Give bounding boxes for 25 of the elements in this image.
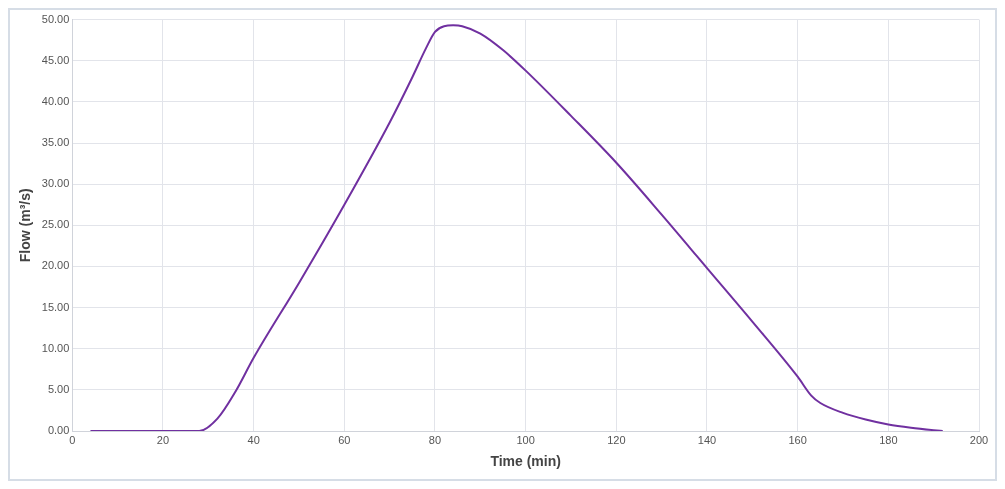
y-tick-label: 20.00: [41, 259, 70, 272]
x-tick-label: 100: [516, 433, 535, 446]
y-tick-label: 50.00: [41, 12, 70, 25]
x-tick-label: 120: [607, 433, 626, 446]
x-tick-label: 40: [247, 433, 260, 446]
x-tick-label: 160: [788, 433, 807, 446]
x-tick-label: 0: [69, 433, 76, 446]
x-axis-title: Time (min): [490, 453, 561, 470]
line-series: [89, 24, 944, 431]
y-tick-label: 45.00: [41, 53, 70, 66]
x-tick-label: 200: [969, 433, 989, 446]
y-tick-label: 15.00: [41, 300, 70, 313]
x-tick-label: 20: [156, 433, 170, 446]
x-tick-label: 60: [338, 433, 351, 446]
y-axis-title: Flow (m³/s): [17, 188, 34, 263]
y-tick-label: 25.00: [41, 218, 70, 231]
y-tick-label: 0.00: [47, 424, 70, 437]
y-tick-label: 30.00: [41, 177, 70, 190]
x-tick-label: 180: [879, 433, 898, 446]
x-tick-label: 140: [697, 433, 717, 446]
x-tick-label: 80: [428, 433, 442, 446]
y-tick-label: 35.00: [41, 136, 70, 149]
y-tick-label: 5.00: [47, 382, 70, 395]
y-tick-label: 40.00: [41, 94, 70, 107]
y-tick-label: 10.00: [41, 341, 70, 354]
